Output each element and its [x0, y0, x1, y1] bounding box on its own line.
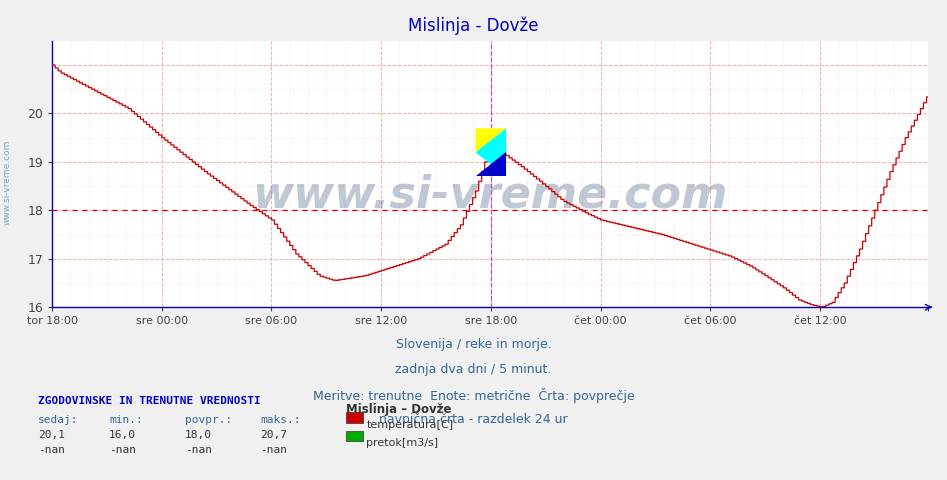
Text: 20,7: 20,7: [260, 430, 288, 440]
Text: navpična črta - razdelek 24 ur: navpična črta - razdelek 24 ur: [379, 413, 568, 426]
Text: -nan: -nan: [38, 445, 65, 455]
Text: povpr.:: povpr.:: [185, 415, 232, 425]
Text: Mislinja – Dovže: Mislinja – Dovže: [346, 403, 451, 416]
Text: maks.:: maks.:: [260, 415, 301, 425]
Text: -nan: -nan: [260, 445, 288, 455]
Text: Meritve: trenutne  Enote: metrične  Črta: povprečje: Meritve: trenutne Enote: metrične Črta: …: [313, 388, 634, 403]
Text: 18,0: 18,0: [185, 430, 212, 440]
Polygon shape: [475, 152, 506, 176]
Text: pretok[m3/s]: pretok[m3/s]: [366, 438, 438, 448]
Text: -nan: -nan: [185, 445, 212, 455]
Text: min.:: min.:: [109, 415, 143, 425]
Text: www.si-vreme.com: www.si-vreme.com: [3, 140, 12, 225]
Text: 20,1: 20,1: [38, 430, 65, 440]
Text: -nan: -nan: [109, 445, 136, 455]
Text: ZGODOVINSKE IN TRENUTNE VREDNOSTI: ZGODOVINSKE IN TRENUTNE VREDNOSTI: [38, 396, 260, 406]
Text: sedaj:: sedaj:: [38, 415, 79, 425]
Text: 16,0: 16,0: [109, 430, 136, 440]
Text: zadnja dva dni / 5 minut.: zadnja dva dni / 5 minut.: [395, 363, 552, 376]
Text: Mislinja - Dovže: Mislinja - Dovže: [408, 17, 539, 36]
Text: Slovenija / reke in morje.: Slovenija / reke in morje.: [396, 338, 551, 351]
Text: www.si-vreme.com: www.si-vreme.com: [252, 174, 728, 217]
Text: temperatura[C]: temperatura[C]: [366, 420, 454, 430]
Polygon shape: [475, 129, 506, 176]
Polygon shape: [475, 129, 506, 152]
